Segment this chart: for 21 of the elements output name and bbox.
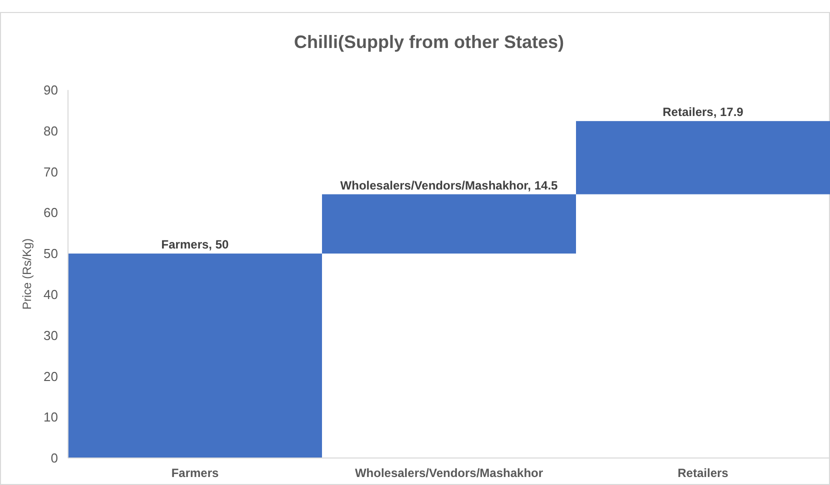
- y-tick-label: 70: [44, 164, 58, 180]
- data-label: Wholesalers/Vendors/Mashakhor, 14.5: [340, 178, 558, 192]
- y-tick-label: 0: [50, 450, 58, 466]
- y-tick-label: 80: [44, 123, 58, 138]
- y-tick-label: 20: [44, 368, 58, 384]
- chart-title: Chilli(Supply from other States): [294, 32, 564, 52]
- y-tick-label: 40: [44, 286, 58, 302]
- bar: [576, 121, 830, 194]
- bar: [322, 194, 576, 254]
- y-tick-label: 50: [44, 246, 58, 262]
- y-tick-label: 10: [44, 410, 58, 425]
- x-tick-label: Retailers: [678, 466, 729, 480]
- bar: [68, 254, 322, 458]
- data-label: Retailers, 17.9: [662, 105, 744, 120]
- y-tick-label: 90: [44, 82, 58, 98]
- y-axis-title: Price (Rs/Kg): [20, 238, 34, 310]
- x-tick-label: Wholesalers/Vendors/Mashakhor: [354, 466, 544, 480]
- y-tick-label: 30: [44, 328, 58, 343]
- data-label: Farmers, 50: [161, 238, 230, 252]
- y-tick-label: 60: [44, 205, 58, 220]
- x-tick-label: Farmers: [171, 466, 219, 480]
